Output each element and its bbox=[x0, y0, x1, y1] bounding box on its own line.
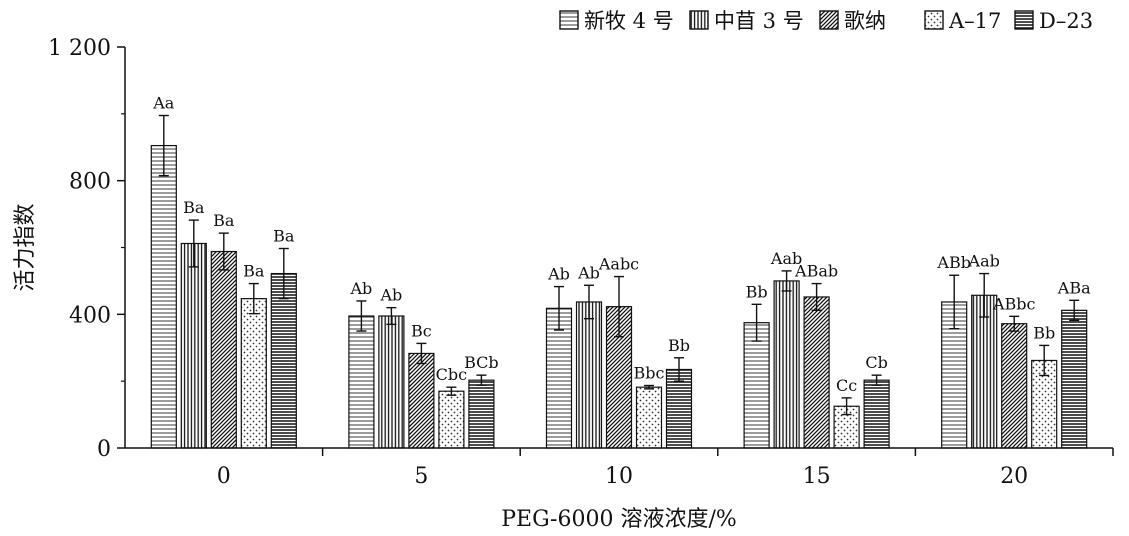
x-tick-label-4: 20 bbox=[1000, 464, 1028, 489]
bar-3-0 bbox=[743, 322, 770, 449]
bar-2-0 bbox=[545, 307, 573, 449]
bar-0-2 bbox=[210, 250, 237, 449]
significance-label-0-1: Ba bbox=[183, 198, 205, 217]
legend-swatch-4 bbox=[1014, 10, 1034, 30]
x-tick-label-1: 5 bbox=[414, 464, 428, 489]
legend-label-4: D–23 bbox=[1039, 9, 1093, 33]
significance-label-0-2: Ba bbox=[213, 211, 235, 230]
significance-label-2-2: Aabc bbox=[598, 255, 639, 274]
significance-label-4-3: Bb bbox=[1033, 323, 1055, 342]
significance-label-3-3: Cc bbox=[836, 376, 857, 395]
significance-label-3-2: ABab bbox=[794, 262, 838, 281]
significance-label-4-4: ABa bbox=[1057, 278, 1091, 297]
significance-label-2-1: Ab bbox=[577, 263, 600, 282]
bar-2-3 bbox=[635, 386, 663, 449]
legend-label-3: A–17 bbox=[948, 9, 1001, 33]
bar-3-2 bbox=[803, 296, 830, 449]
legend: 新牧 4 号 中苜 3 号 歌纳 A–17 D–23 bbox=[559, 9, 1093, 33]
bar-1-0 bbox=[348, 315, 375, 449]
bar-4-4 bbox=[1061, 309, 1088, 449]
y-tick-label-2: 800 bbox=[69, 170, 111, 195]
significance-label-1-0: Ab bbox=[350, 279, 373, 298]
significance-label-4-1: Aab bbox=[968, 252, 1000, 271]
significance-label-2-4: Bb bbox=[668, 336, 690, 355]
legend-label-0: 新牧 4 号 bbox=[584, 9, 674, 33]
bar-4-2 bbox=[1001, 323, 1028, 449]
bar-0-0 bbox=[150, 144, 177, 449]
legend-label-2: 歌纳 bbox=[844, 9, 886, 33]
significance-label-4-2: ABbc bbox=[992, 294, 1036, 313]
bar-1-2 bbox=[408, 352, 435, 449]
bar-2-4 bbox=[665, 368, 693, 449]
bar-2-1 bbox=[575, 301, 603, 449]
significance-label-3-0: Bb bbox=[746, 282, 768, 301]
significance-label-2-0: Ab bbox=[547, 265, 570, 284]
bar-0-3 bbox=[240, 298, 267, 449]
significance-label-2-3: Bbc bbox=[634, 364, 665, 383]
x-axis-title: PEG-6000 溶液浓度/% bbox=[501, 507, 737, 532]
x-tick-label-3: 15 bbox=[803, 464, 831, 489]
x-tick-label-0: 0 bbox=[217, 464, 231, 489]
significance-label-1-2: Bc bbox=[411, 321, 432, 340]
legend-swatch-1 bbox=[689, 10, 709, 30]
bar-1-4 bbox=[468, 379, 495, 449]
bar-3-4 bbox=[863, 379, 890, 449]
legend-swatch-2 bbox=[819, 10, 839, 30]
y-axis-title: 活力指数 bbox=[13, 203, 38, 291]
significance-label-0-4: Ba bbox=[273, 227, 295, 246]
legend-swatch-0 bbox=[559, 10, 579, 30]
legend-swatch-3 bbox=[924, 10, 944, 30]
significance-label-1-1: Ab bbox=[380, 286, 403, 305]
y-tick-label-3: 1 200 bbox=[48, 36, 111, 61]
y-tick-label-1: 400 bbox=[69, 303, 111, 328]
bar-0-1 bbox=[180, 242, 207, 449]
bar-4-1 bbox=[971, 294, 998, 449]
significance-label-0-3: Ba bbox=[243, 262, 265, 281]
significance-label-1-4: BCb bbox=[464, 353, 499, 372]
x-tick-label-2: 10 bbox=[605, 464, 633, 489]
significance-label-3-4: Cb bbox=[865, 353, 887, 372]
bar-3-1 bbox=[773, 280, 800, 449]
legend-label-1: 中苜 3 号 bbox=[714, 9, 804, 33]
bar-1-3 bbox=[438, 390, 465, 449]
bar-0-4 bbox=[270, 272, 297, 449]
axes: 0 400 800 1 200 0 5 10 15 20 PEG-6000 溶液浓度/% 活力指数 bbox=[13, 36, 1114, 532]
significance-label-4-0: ABb bbox=[936, 253, 971, 272]
significance-label-1-3: Cbc bbox=[436, 365, 467, 384]
significance-label-3-1: Aab bbox=[770, 249, 802, 268]
y-tick-label-0: 0 bbox=[97, 437, 111, 462]
bar-1-1 bbox=[378, 315, 405, 449]
significance-label-0-0: Aa bbox=[152, 94, 175, 113]
